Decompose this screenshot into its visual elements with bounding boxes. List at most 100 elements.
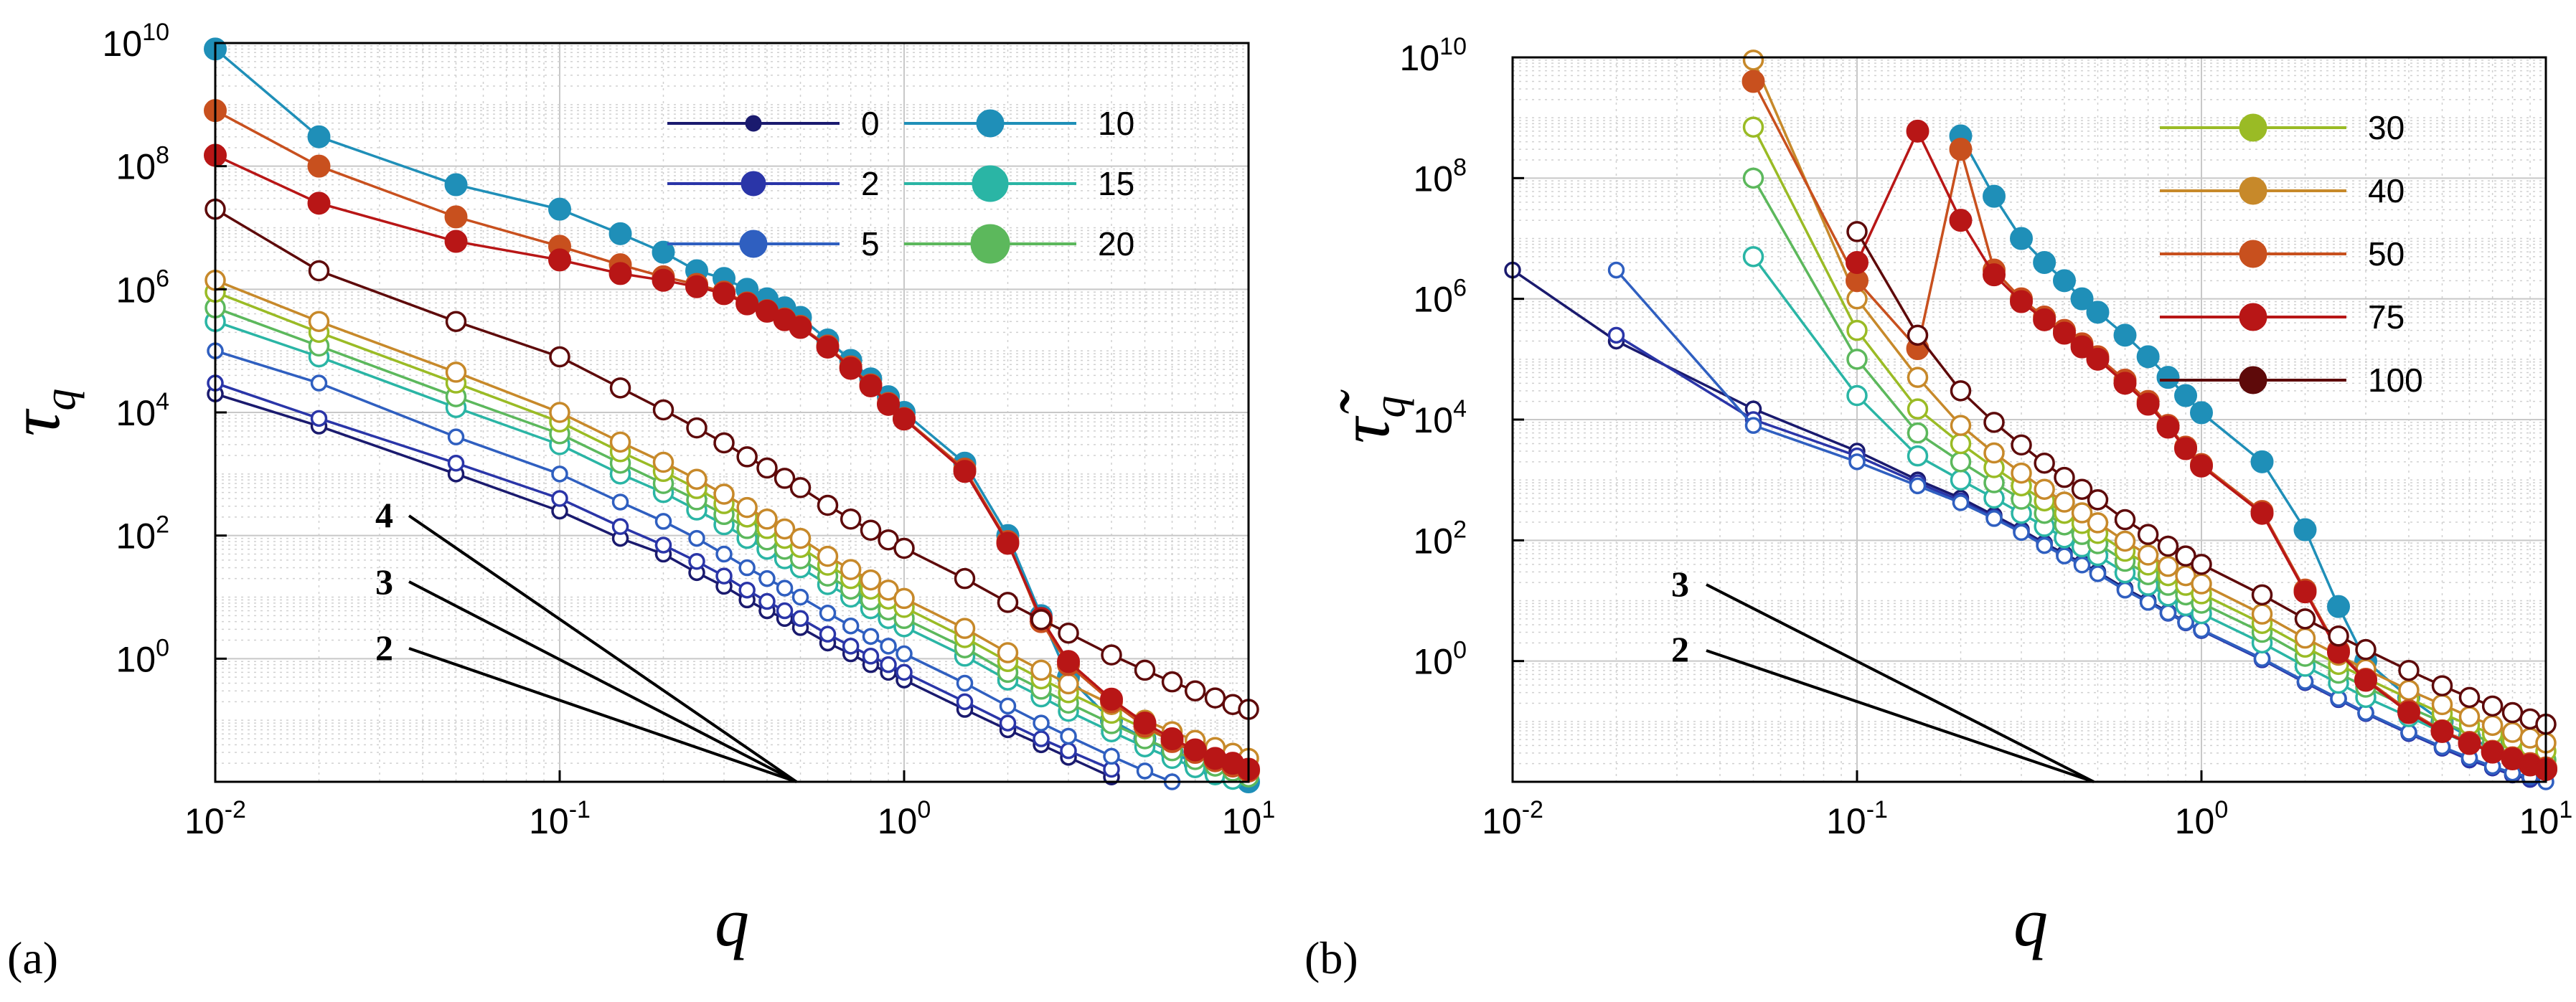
data-point: [308, 260, 330, 282]
data-point: [611, 493, 629, 511]
data-point: [652, 399, 674, 421]
data-point: [1950, 415, 1972, 436]
legend-label: 100: [2368, 361, 2423, 399]
series-line-75: [215, 153, 1249, 771]
data-point: [2193, 621, 2210, 638]
data-point: [736, 496, 758, 519]
data-point: [2354, 668, 2378, 692]
slope-line-2: [408, 647, 797, 783]
data-point: [2431, 675, 2453, 696]
data-point: [997, 642, 1019, 663]
data-point: [774, 468, 796, 489]
slope-label-4: 4: [375, 495, 393, 535]
data-point: [1058, 622, 1079, 644]
data-point: [2157, 555, 2179, 577]
data-point: [2036, 537, 2053, 554]
data-point: [1136, 762, 1154, 780]
svg-text:τq: τq: [0, 389, 85, 437]
legend-label: 50: [2368, 235, 2405, 273]
slope-label-2: 2: [375, 628, 393, 668]
data-point: [611, 518, 629, 535]
data-point: [551, 465, 568, 483]
data-point: [1742, 167, 1764, 189]
data-point: [1057, 650, 1081, 673]
data-point: [2136, 392, 2160, 416]
series-b: [1504, 49, 2557, 790]
data-point: [1184, 680, 1206, 701]
data-point: [713, 282, 736, 306]
data-point: [2294, 608, 2316, 630]
data-point: [549, 402, 570, 423]
data-point: [860, 519, 882, 542]
data-point: [758, 569, 776, 587]
data-point: [2174, 437, 2198, 460]
data-point: [2033, 308, 2056, 331]
data-point: [2157, 535, 2179, 557]
data-point: [2501, 701, 2524, 724]
legend-label: 10: [1098, 105, 1134, 142]
data-point: [2034, 478, 2055, 500]
data-point: [840, 559, 862, 580]
data-point: [2139, 594, 2157, 611]
data-point: [956, 674, 974, 692]
data-point: [1607, 261, 1625, 279]
y-tick-label: 102: [116, 511, 169, 557]
data-point: [816, 335, 840, 359]
legend-item-5: 5: [667, 225, 880, 263]
data-point: [2397, 701, 2420, 724]
data-point: [2070, 287, 2094, 311]
data-point: [549, 346, 570, 368]
data-point: [2052, 321, 2076, 345]
data-point: [609, 377, 631, 399]
data-point: [686, 417, 708, 439]
data-point: [2190, 454, 2213, 478]
series-40: [1742, 49, 2557, 754]
data-point: [999, 697, 1017, 715]
data-point: [954, 618, 976, 639]
data-point: [880, 656, 897, 673]
data-point: [1907, 422, 1929, 444]
data-point: [1950, 433, 1972, 455]
slope-triangles-a: 4 3 2: [375, 495, 798, 783]
legend-label: 15: [1098, 165, 1134, 202]
data-point: [2052, 269, 2076, 293]
data-point: [842, 617, 860, 635]
data-point: [310, 374, 328, 392]
data-point: [308, 311, 330, 332]
panel-b: 3 2 10-2 10-1 100 101 100 102 104 106 108 1010 30…: [1305, 33, 2572, 983]
legend-item-15: 15: [904, 165, 1134, 202]
data-point: [999, 714, 1017, 732]
data-point: [713, 432, 735, 454]
series-2: [207, 374, 1120, 778]
data-point: [447, 454, 465, 472]
tick-labels-b: 10-2 10-1 100 101 100 102 104 106 108 1010: [1400, 33, 2573, 841]
data-point: [997, 592, 1019, 613]
slope-line-b-3: [1706, 583, 2095, 783]
data-point: [1846, 384, 1868, 407]
data-point: [736, 446, 758, 468]
data-point: [896, 645, 913, 663]
y-tick-label: 104: [116, 388, 169, 433]
x-tick-label: 10-2: [184, 796, 246, 841]
data-point: [996, 531, 1020, 555]
data-point: [686, 468, 708, 490]
data-point: [862, 628, 880, 646]
data-point: [715, 567, 733, 585]
slope-label-b-3: 3: [1671, 564, 1689, 604]
data-point: [2481, 695, 2504, 717]
data-point: [2191, 554, 2212, 575]
data-point: [1133, 712, 1157, 735]
data-point: [880, 638, 897, 655]
y-tick-label: 1010: [1400, 33, 1467, 78]
y-tick-label: 102: [1413, 516, 1467, 561]
data-point: [791, 588, 809, 606]
data-point: [1030, 659, 1052, 681]
data-point: [445, 311, 467, 332]
data-point: [954, 567, 976, 590]
y-tick-label: 104: [1413, 395, 1467, 440]
data-point: [2159, 604, 2177, 622]
data-point: [2293, 518, 2317, 542]
legend-label: 75: [2368, 298, 2405, 336]
data-point: [1950, 380, 1972, 402]
